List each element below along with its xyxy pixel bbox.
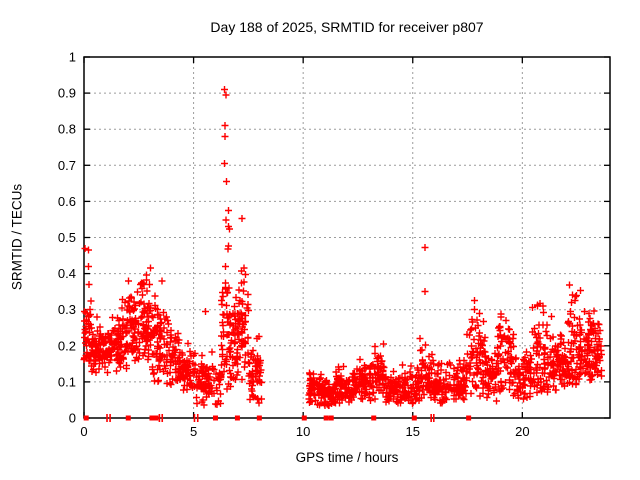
svg-text:5: 5 (190, 424, 197, 439)
svg-text:0: 0 (80, 424, 87, 439)
svg-text:0.7: 0.7 (58, 158, 76, 173)
chart-title: Day 188 of 2025, SRMTID for receiver p80… (210, 19, 484, 35)
svg-text:0.6: 0.6 (58, 194, 76, 209)
svg-text:0: 0 (69, 411, 76, 426)
svg-text:10: 10 (296, 424, 310, 439)
svg-text:1: 1 (69, 50, 76, 65)
svg-text:0.2: 0.2 (58, 338, 76, 353)
y-tick-labels: 0 0.1 0.2 0.3 0.4 0.5 0.6 0.7 0.8 0.9 1 (58, 50, 76, 426)
svg-text:0.9: 0.9 (58, 86, 76, 101)
svg-text:0.3: 0.3 (58, 302, 76, 317)
zero-value-markers (83, 414, 472, 422)
svg-text:20: 20 (515, 424, 529, 439)
svg-text:0.5: 0.5 (58, 230, 76, 245)
svg-text:15: 15 (406, 424, 420, 439)
svg-text:0.8: 0.8 (58, 122, 76, 137)
x-tick-labels: 0 5 10 15 20 (80, 424, 529, 439)
svg-text:0.4: 0.4 (58, 266, 76, 281)
svg-text:0.1: 0.1 (58, 374, 76, 389)
scatter-points (80, 86, 605, 409)
x-axis-label: GPS time / hours (295, 450, 399, 465)
